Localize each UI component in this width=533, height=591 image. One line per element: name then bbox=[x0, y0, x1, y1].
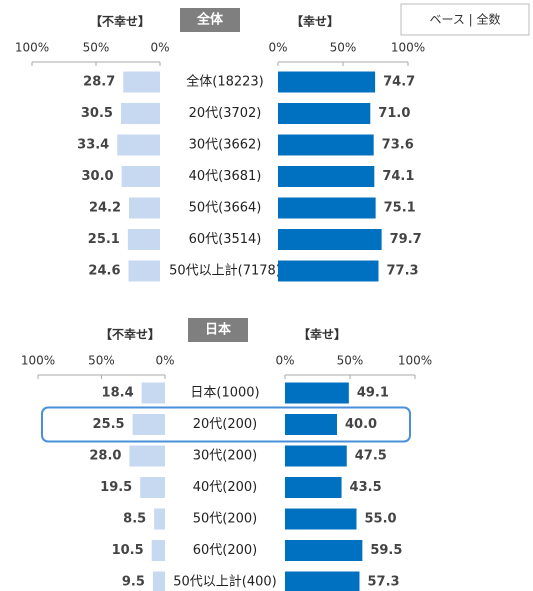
x-tick-label: 50% bbox=[330, 41, 357, 55]
x-tick-label: 50% bbox=[337, 354, 364, 368]
value-label: 28.7 bbox=[83, 75, 115, 90]
category-label: 50代(200) bbox=[193, 512, 258, 527]
category-label: 全体(18223) bbox=[186, 74, 264, 90]
value-label: 9.5 bbox=[122, 575, 145, 590]
category-label: 20代(200) bbox=[193, 417, 258, 432]
value-label: 24.2 bbox=[89, 201, 121, 216]
value-label: 18.4 bbox=[102, 386, 134, 401]
x-tick-label: 0% bbox=[275, 354, 294, 368]
value-label: 24.6 bbox=[88, 264, 120, 279]
bar-unhappy bbox=[152, 571, 165, 591]
category-label: 40代(200) bbox=[193, 480, 258, 495]
bar-unhappy bbox=[123, 71, 160, 93]
bar-unhappy bbox=[132, 414, 165, 435]
category-label: 30代(200) bbox=[193, 449, 258, 464]
legend-left: 【不幸せ】 bbox=[100, 327, 160, 342]
x-tick-label: 100% bbox=[398, 354, 432, 368]
bar-happy bbox=[285, 571, 360, 591]
badge-box bbox=[400, 3, 530, 36]
value-label: 30.5 bbox=[81, 106, 113, 121]
title-box bbox=[180, 8, 240, 32]
x-tick-label: 0% bbox=[150, 41, 169, 55]
title-box bbox=[188, 318, 248, 342]
value-label: 25.1 bbox=[88, 232, 120, 247]
value-label: 71.0 bbox=[378, 106, 410, 121]
value-label: 33.4 bbox=[77, 138, 109, 153]
bar-unhappy bbox=[128, 260, 160, 282]
bar-happy bbox=[285, 477, 342, 498]
value-label: 79.7 bbox=[390, 232, 422, 247]
value-label: 55.0 bbox=[365, 512, 397, 527]
value-label: 73.6 bbox=[382, 138, 414, 153]
bar-unhappy bbox=[154, 508, 165, 530]
value-label: 57.3 bbox=[367, 575, 399, 590]
bar-happy bbox=[285, 540, 363, 561]
value-label: 40.0 bbox=[345, 417, 377, 432]
value-label: 30.0 bbox=[82, 169, 114, 184]
category-label: 20代(3702) bbox=[189, 106, 262, 121]
value-label: 10.5 bbox=[112, 543, 144, 558]
legend-right: 【幸せ】 bbox=[298, 327, 346, 342]
bar-happy bbox=[278, 103, 371, 124]
value-label: 74.1 bbox=[382, 169, 414, 184]
x-tick-label: 0% bbox=[268, 41, 287, 55]
bar-unhappy bbox=[140, 477, 165, 498]
category-label: 40代(3681) bbox=[189, 169, 262, 184]
category-label: 日本(1000) bbox=[190, 386, 259, 401]
bar-happy bbox=[278, 260, 379, 282]
value-label: 47.5 bbox=[355, 449, 387, 464]
x-tick-label: 100% bbox=[21, 354, 55, 368]
x-tick-label: 0% bbox=[155, 354, 174, 368]
bar-happy bbox=[278, 229, 382, 250]
value-label: 25.5 bbox=[93, 417, 125, 432]
category-label: 60代(200) bbox=[193, 543, 258, 558]
category-label: 50代以上計(7178) bbox=[169, 263, 281, 279]
category-label: 60代(3514) bbox=[189, 232, 262, 247]
bar-unhappy bbox=[129, 197, 160, 219]
value-label: 19.5 bbox=[100, 480, 132, 495]
bar-happy bbox=[278, 197, 376, 219]
legend-right: 【幸せ】 bbox=[291, 14, 339, 29]
value-label: 59.5 bbox=[370, 543, 402, 558]
value-label: 77.3 bbox=[386, 264, 418, 279]
bar-happy bbox=[278, 134, 374, 156]
bar-happy bbox=[285, 414, 337, 435]
bar-unhappy bbox=[117, 134, 160, 156]
x-tick-label: 100% bbox=[391, 41, 425, 55]
x-tick-label: 50% bbox=[88, 354, 115, 368]
bar-happy bbox=[278, 166, 375, 187]
legend-left: 【不幸せ】 bbox=[90, 14, 150, 29]
category-label: 50代以上計(400) bbox=[173, 574, 277, 590]
value-label: 28.0 bbox=[89, 449, 121, 464]
value-label: 74.7 bbox=[383, 75, 415, 90]
value-label: 8.5 bbox=[123, 512, 146, 527]
category-label: 50代(3664) bbox=[189, 201, 262, 216]
bar-unhappy bbox=[120, 103, 160, 124]
bar-happy bbox=[285, 382, 349, 404]
highlight-frame bbox=[41, 406, 411, 443]
bar-happy bbox=[285, 508, 357, 530]
x-tick-label: 50% bbox=[83, 41, 110, 55]
badge: ベース | 全数 bbox=[429, 12, 500, 27]
value-label: 49.1 bbox=[357, 386, 389, 401]
value-label: 75.1 bbox=[384, 201, 416, 216]
bar-unhappy bbox=[129, 445, 165, 467]
bar-happy bbox=[278, 71, 376, 93]
bar-happy bbox=[285, 445, 347, 467]
bar-unhappy bbox=[141, 382, 165, 404]
value-label: 43.5 bbox=[350, 480, 382, 495]
x-tick-label: 100% bbox=[15, 41, 49, 55]
chart-title: 全体 bbox=[196, 12, 224, 28]
category-label: 30代(3662) bbox=[189, 138, 262, 153]
bar-unhappy bbox=[151, 540, 165, 561]
chart-title: 日本 bbox=[205, 322, 231, 338]
bar-unhappy bbox=[121, 166, 160, 187]
bar-unhappy bbox=[127, 229, 160, 250]
